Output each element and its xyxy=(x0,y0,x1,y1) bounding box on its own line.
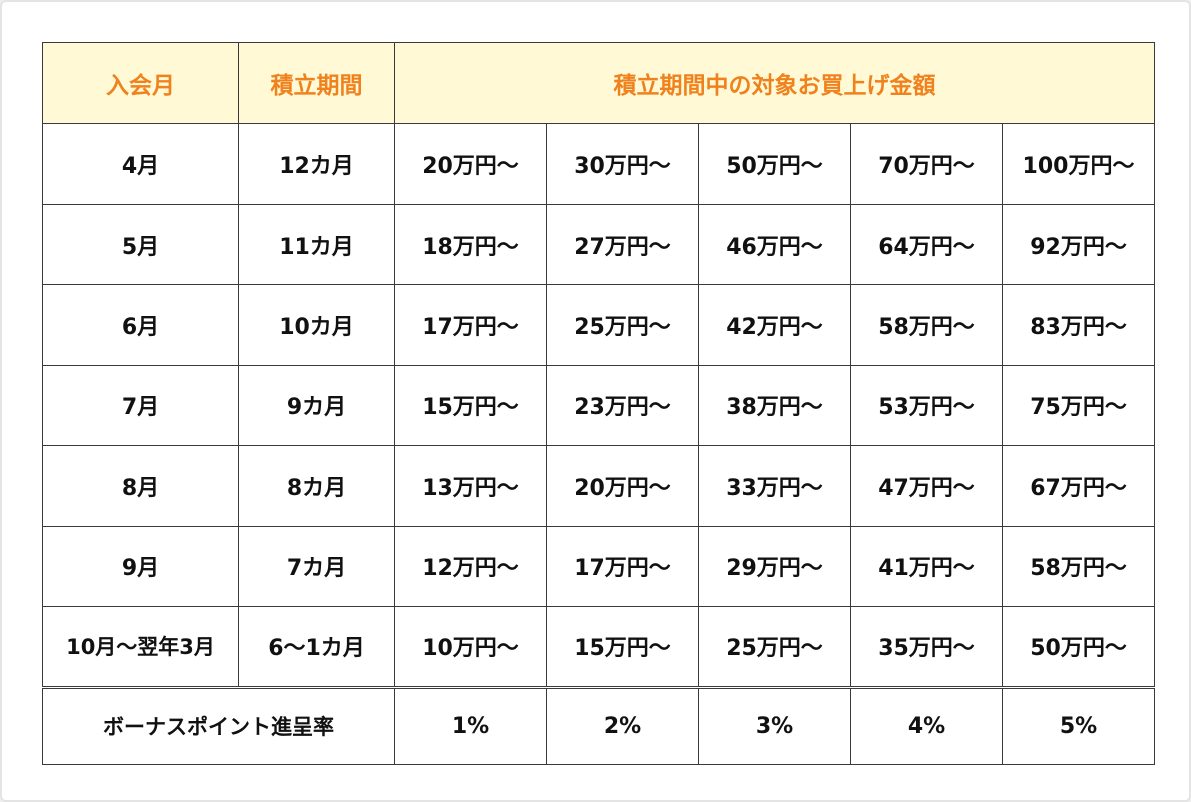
amount-cell: 70万円〜 xyxy=(850,123,1003,205)
bonus-rate-table: 入会月 積立期間 積立期間中の対象お買上げ金額 4月 12カ月 20万円〜 30万円〜… xyxy=(42,41,1156,765)
amount-cell: 67万円〜 xyxy=(1001,445,1156,527)
amount-cell: 27万円〜 xyxy=(546,203,699,286)
join-month-cell: 10月〜翌年3月 xyxy=(42,606,239,689)
amount-cell: 13万円〜 xyxy=(394,445,547,527)
table-row: 6月 10カ月 17万円〜 25万円〜 42万円〜 58万円〜 83万円〜 xyxy=(42,284,1156,366)
amount-cell: 38万円〜 xyxy=(698,364,851,447)
bonus-rate-cell: 2% xyxy=(546,686,699,765)
bonus-rate-cell: 1% xyxy=(394,686,547,765)
join-month-cell: 9月 xyxy=(42,525,239,608)
amount-cell: 64万円〜 xyxy=(850,203,1003,286)
join-month-cell: 5月 xyxy=(42,203,239,286)
amount-cell: 17万円〜 xyxy=(546,525,699,608)
amount-cell: 92万円〜 xyxy=(1001,203,1156,286)
amount-cell: 50万円〜 xyxy=(698,123,851,205)
join-month-cell: 8月 xyxy=(42,445,239,527)
table-row: 9月 7カ月 12万円〜 17万円〜 29万円〜 41万円〜 58万円〜 xyxy=(42,525,1156,608)
amount-cell: 46万円〜 xyxy=(698,203,851,286)
table-row: 4月 12カ月 20万円〜 30万円〜 50万円〜 70万円〜 100万円〜 xyxy=(42,123,1156,205)
table-row: 10月〜翌年3月 6〜1カ月 10万円〜 15万円〜 25万円〜 35万円〜 50万円〜 xyxy=(42,606,1156,689)
amount-cell: 42万円〜 xyxy=(698,284,851,366)
table-row: 5月 11カ月 18万円〜 27万円〜 46万円〜 64万円〜 92万円〜 xyxy=(42,203,1156,286)
table-header-row: 入会月 積立期間 積立期間中の対象お買上げ金額 xyxy=(42,41,1156,125)
header-period: 積立期間 xyxy=(238,41,395,125)
amount-cell: 41万円〜 xyxy=(850,525,1003,608)
amount-cell: 20万円〜 xyxy=(546,445,699,527)
bonus-rate-row: ボーナスポイント進呈率 1% 2% 3% 4% 5% xyxy=(42,686,1156,765)
join-month-cell: 7月 xyxy=(42,364,239,447)
header-join-month: 入会月 xyxy=(42,41,239,125)
period-cell: 12カ月 xyxy=(238,123,395,205)
amount-cell: 17万円〜 xyxy=(394,284,547,366)
period-cell: 7カ月 xyxy=(238,525,395,608)
amount-cell: 29万円〜 xyxy=(698,525,851,608)
amount-cell: 12万円〜 xyxy=(394,525,547,608)
amount-cell: 15万円〜 xyxy=(546,606,699,689)
join-month-cell: 6月 xyxy=(42,284,239,366)
amount-cell: 30万円〜 xyxy=(546,123,699,205)
amount-cell: 83万円〜 xyxy=(1001,284,1156,366)
amount-cell: 10万円〜 xyxy=(394,606,547,689)
bonus-rate-cell: 5% xyxy=(1001,686,1156,765)
bonus-rate-cell: 4% xyxy=(850,686,1003,765)
amount-cell: 35万円〜 xyxy=(850,606,1003,689)
amount-cell: 58万円〜 xyxy=(1001,525,1156,608)
period-cell: 11カ月 xyxy=(238,203,395,286)
amount-cell: 58万円〜 xyxy=(850,284,1003,366)
amount-cell: 25万円〜 xyxy=(698,606,851,689)
amount-cell: 50万円〜 xyxy=(1001,606,1156,689)
bonus-rate-label: ボーナスポイント進呈率 xyxy=(42,686,395,765)
amount-cell: 20万円〜 xyxy=(394,123,547,205)
amount-cell: 15万円〜 xyxy=(394,364,547,447)
amount-cell: 47万円〜 xyxy=(850,445,1003,527)
amount-cell: 100万円〜 xyxy=(1001,123,1156,205)
table-row: 8月 8カ月 13万円〜 20万円〜 33万円〜 47万円〜 67万円〜 xyxy=(42,445,1156,527)
amount-cell: 25万円〜 xyxy=(546,284,699,366)
amount-cell: 33万円〜 xyxy=(698,445,851,527)
period-cell: 9カ月 xyxy=(238,364,395,447)
join-month-cell: 4月 xyxy=(42,123,239,205)
bonus-rate-cell: 3% xyxy=(698,686,851,765)
header-amount: 積立期間中の対象お買上げ金額 xyxy=(393,41,1156,125)
period-cell: 8カ月 xyxy=(238,445,395,527)
amount-cell: 75万円〜 xyxy=(1001,364,1156,447)
period-cell: 6〜1カ月 xyxy=(238,606,395,689)
amount-cell: 23万円〜 xyxy=(546,364,699,447)
amount-cell: 53万円〜 xyxy=(850,364,1003,447)
table-row: 7月 9カ月 15万円〜 23万円〜 38万円〜 53万円〜 75万円〜 xyxy=(42,364,1156,447)
amount-cell: 18万円〜 xyxy=(394,203,547,286)
period-cell: 10カ月 xyxy=(238,284,395,366)
